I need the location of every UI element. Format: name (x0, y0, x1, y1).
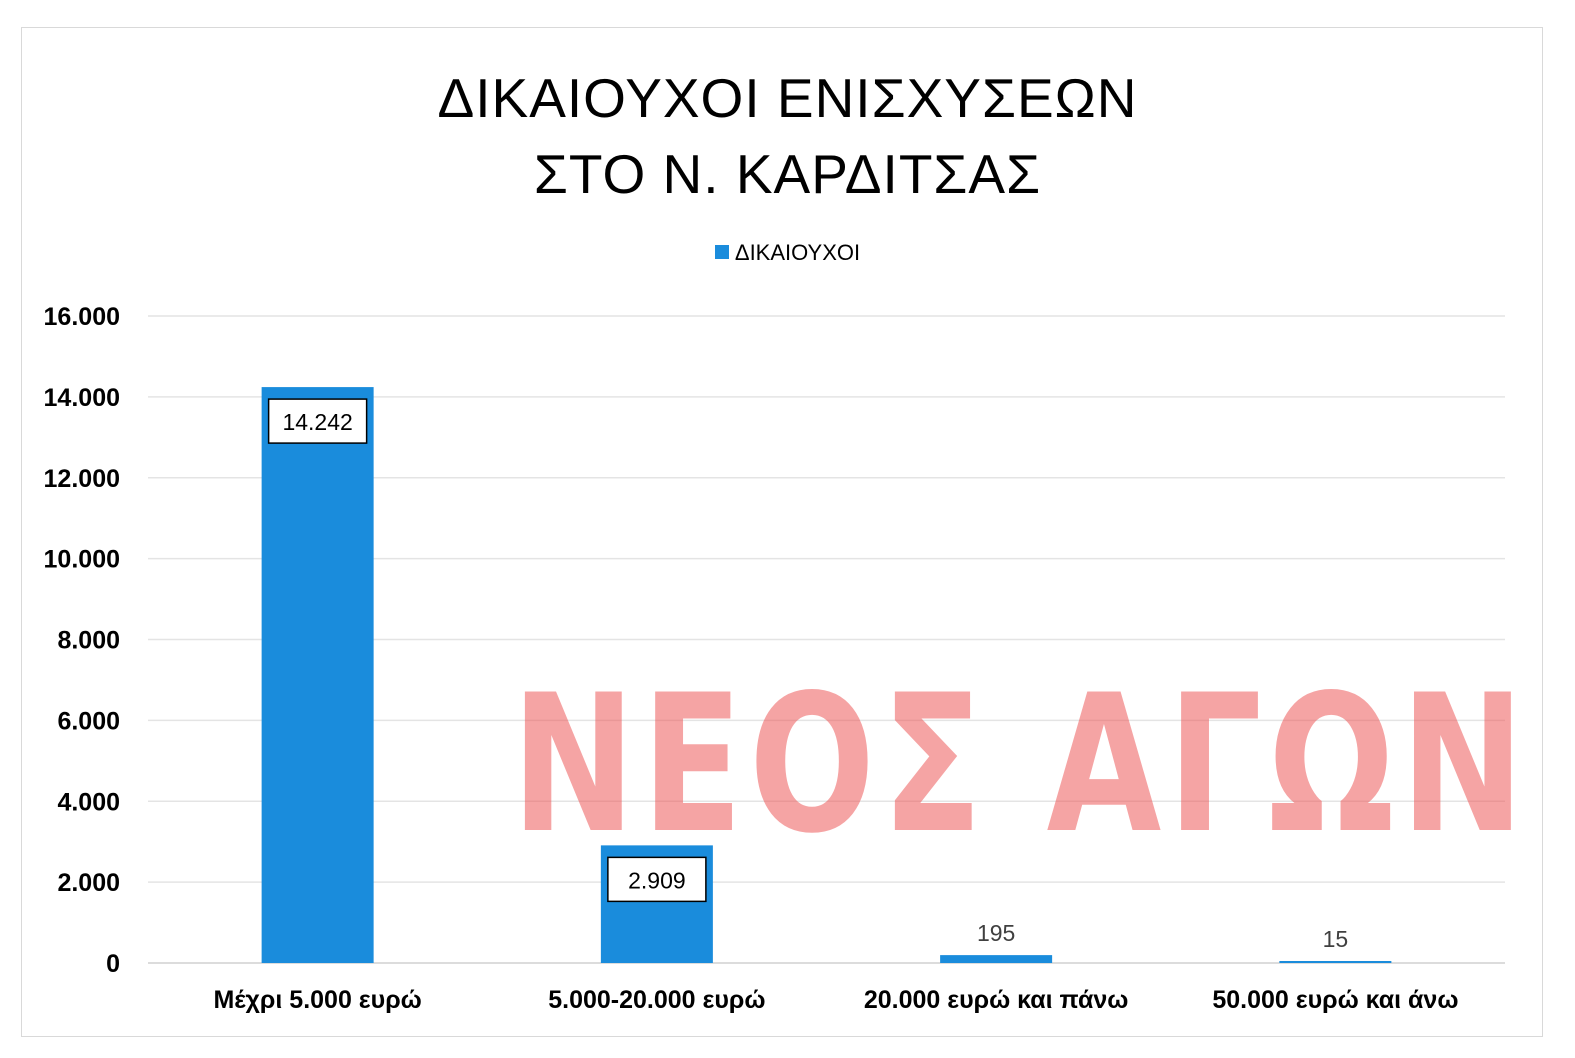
y-tick-label: 16.000 (44, 303, 120, 331)
data-label: 2.909 (628, 867, 686, 893)
bar (940, 955, 1053, 963)
y-tick-label: 6.000 (57, 707, 120, 735)
bars (261, 387, 1392, 963)
legend-swatch (714, 245, 729, 260)
y-tick-label: 4.000 (57, 788, 120, 816)
x-tick-label: 20.000 ευρώ και πάνω (864, 986, 1129, 1014)
x-tick-label: 5.000-20.000 ευρώ (548, 986, 765, 1014)
y-axis-tick-labels: 0 2.000 4.000 6.000 8.000 10.000 12.000 14.000 1… (44, 303, 120, 978)
y-tick-label: 14.000 (44, 384, 120, 412)
x-tick-label: Μέχρι 5.000 ευρώ (213, 986, 421, 1014)
x-axis-tick-labels: Μέχρι 5.000 ευρώ 5.000-20.000 ευρώ 20.000 … (213, 986, 1458, 1014)
grid-lines (148, 315, 1505, 964)
data-labels: 14.242 2.909 195 15 (267, 398, 1349, 952)
data-label-box (267, 398, 368, 444)
y-tick-label: 10.000 (44, 546, 120, 574)
y-tick-label: 2.000 (57, 869, 120, 897)
data-label: 14.242 (282, 409, 352, 435)
legend-label: ΔΙΚΑΙΟΥΧΟΙ (734, 240, 861, 265)
data-label: 195 (977, 920, 1015, 946)
x-tick-label: 50.000 ευρώ και άνω (1212, 986, 1458, 1014)
chart-legend: ΔΙΚΑΙΟΥΧΟΙ (0, 240, 1575, 266)
chart-title: ΔΙΚΑΙΟΥΧΟΙ ΕΝΙΣΧΥΣΕΩΝ ΣΤΟ Ν. ΚΑΡΔΙΤΣΑΣ (0, 60, 1575, 212)
bar (261, 387, 374, 963)
y-tick-label: 12.000 (44, 465, 120, 493)
data-label-box (607, 856, 707, 903)
chart-title-line-2: ΣΤΟ Ν. ΚΑΡΔΙΤΣΑΣ (533, 143, 1042, 205)
data-label: 15 (1323, 926, 1349, 952)
chart-title-line-1: ΔΙΚΑΙΟΥΧΟΙ ΕΝΙΣΧΥΣΕΩΝ (437, 67, 1138, 129)
y-tick-label: 8.000 (57, 627, 120, 655)
y-tick-label: 0 (106, 950, 120, 978)
bar (1279, 961, 1392, 963)
